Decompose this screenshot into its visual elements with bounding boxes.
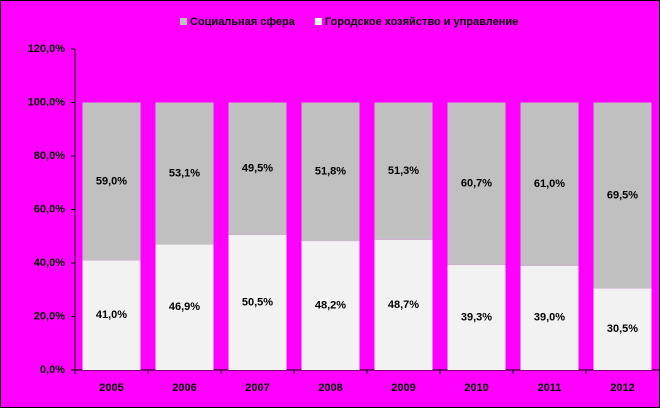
data-label: 59,0% xyxy=(96,175,127,187)
y-tick-label: 100,0% xyxy=(28,96,66,108)
bar-segment xyxy=(228,234,287,370)
data-label: 51,3% xyxy=(388,165,419,177)
x-tick-label: 2011 xyxy=(538,382,562,394)
bar-segment xyxy=(82,260,141,370)
data-label: 48,7% xyxy=(388,299,419,311)
y-tick-label: 80,0% xyxy=(34,150,65,162)
data-label: 41,0% xyxy=(96,309,127,321)
data-label: 53,1% xyxy=(169,167,200,179)
data-label: 39,0% xyxy=(534,312,565,324)
legend-label: Социальная сфера xyxy=(190,16,296,28)
y-tick-label: 120,0% xyxy=(28,43,66,55)
data-label: 46,9% xyxy=(169,301,200,313)
bar-segment xyxy=(374,102,433,240)
bar-segment xyxy=(301,241,360,370)
legend-swatch xyxy=(180,18,187,25)
x-tick-label: 2006 xyxy=(172,382,196,394)
y-tick-label: 0,0% xyxy=(40,364,65,376)
bar-segment xyxy=(228,102,287,235)
data-label: 49,5% xyxy=(242,163,273,175)
data-label: 48,2% xyxy=(315,299,346,311)
bar-segment xyxy=(593,288,652,370)
bar-segment xyxy=(155,102,214,245)
y-tick-label: 40,0% xyxy=(34,257,65,269)
bar-segment xyxy=(520,265,579,370)
data-label: 51,8% xyxy=(315,166,346,178)
data-label: 60,7% xyxy=(461,178,492,190)
x-tick-label: 2008 xyxy=(318,382,342,394)
x-tick-label: 2005 xyxy=(99,382,123,394)
data-label: 30,5% xyxy=(607,323,638,335)
x-tick-label: 2012 xyxy=(610,382,634,394)
x-tick-label: 2007 xyxy=(245,382,269,394)
data-label: 69,5% xyxy=(607,189,638,201)
data-label: 61,0% xyxy=(534,178,565,190)
bar-segment xyxy=(447,102,506,265)
x-tick-label: 2009 xyxy=(391,382,415,394)
bar-segment xyxy=(155,244,214,370)
bar-segment xyxy=(520,102,579,266)
data-label: 50,5% xyxy=(242,296,273,308)
y-tick-label: 20,0% xyxy=(34,310,65,322)
x-tick-label: 2010 xyxy=(464,382,488,394)
bar-segment xyxy=(374,239,433,370)
y-tick-label: 60,0% xyxy=(34,203,65,215)
bar-segment xyxy=(301,102,360,242)
legend-swatch xyxy=(314,18,322,25)
bar-segment xyxy=(593,102,652,289)
bar-segment xyxy=(447,264,506,370)
legend-label: Городское хозяйство и управление xyxy=(325,16,518,28)
data-label: 39,3% xyxy=(461,311,492,323)
bar-segment xyxy=(82,102,141,261)
